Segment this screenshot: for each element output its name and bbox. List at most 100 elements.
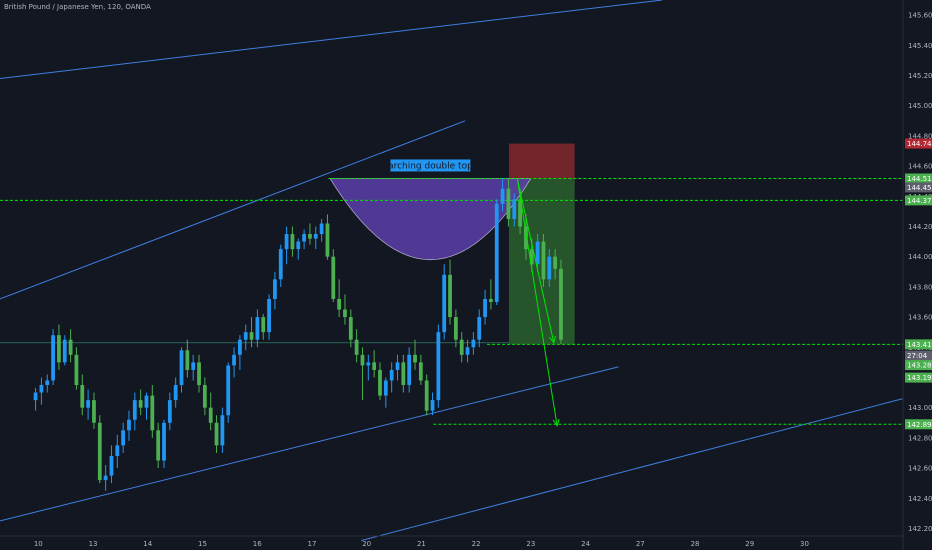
price-tick-label: 145.200 xyxy=(908,72,932,80)
candle-body xyxy=(418,362,423,381)
price-tag xyxy=(905,182,932,193)
candle-body xyxy=(156,430,161,461)
candle-body xyxy=(185,350,190,370)
trendline xyxy=(0,120,466,300)
candle-body xyxy=(39,385,44,393)
candle-body xyxy=(308,234,312,239)
price-tag xyxy=(905,372,932,383)
candle-body xyxy=(261,317,266,333)
price-tick-label: 142.600 xyxy=(908,465,932,473)
candle-body xyxy=(243,332,248,340)
candle-body xyxy=(407,354,412,386)
price-tick-label: 143.800 xyxy=(908,283,932,291)
candle-body xyxy=(465,347,470,355)
candle-body xyxy=(150,395,155,431)
time-tick-label: 13 xyxy=(89,540,98,548)
price-tag xyxy=(905,195,932,206)
price-tag-label: 144.373 xyxy=(907,197,932,205)
time-tick-label: 28 xyxy=(691,540,700,548)
price-tick-label: 145.600 xyxy=(908,12,932,20)
time-tick-label: 14 xyxy=(143,540,152,548)
arrow-head xyxy=(552,418,560,427)
candle-body xyxy=(220,415,225,446)
candle-body xyxy=(506,188,511,219)
candle-body xyxy=(162,422,166,461)
price-tick-label: 145.400 xyxy=(908,42,932,50)
time-axis[interactable]: 10 13 14 15 16 17 20 21 22 23 24 27 28 29 30 xyxy=(34,540,809,548)
candle-body xyxy=(331,256,336,299)
price-tag xyxy=(905,339,932,350)
candle-body xyxy=(197,362,201,386)
price-tick-label: 144.200 xyxy=(908,223,932,231)
candle-body xyxy=(255,317,260,340)
candle-body xyxy=(92,400,96,423)
candle-body xyxy=(430,400,435,411)
candle-body xyxy=(378,369,382,396)
price-tag xyxy=(905,138,932,149)
annotation-background xyxy=(390,159,471,172)
candle-body xyxy=(424,380,429,411)
candle-body xyxy=(267,298,271,333)
candle-body xyxy=(372,362,377,370)
candle-body xyxy=(477,317,482,340)
time-tick-label: 23 xyxy=(526,540,535,548)
time-tick-label: 16 xyxy=(253,540,262,548)
annotation[interactable]: arching double top xyxy=(388,159,473,172)
stop-loss-zone xyxy=(508,143,575,179)
price-tag xyxy=(905,419,932,430)
candle-body xyxy=(57,335,61,363)
candle-body xyxy=(453,317,458,340)
annotation-label: arching double top xyxy=(388,161,473,171)
price-tags: 144.749 144.518144.459 144.373 143.419 27:04… xyxy=(905,138,932,430)
candle-body xyxy=(45,380,50,386)
time-tick-label: 10 xyxy=(34,540,43,548)
candle-body xyxy=(524,226,528,250)
candle-body xyxy=(366,362,371,366)
time-tick-label: 27 xyxy=(636,540,645,548)
candle-body xyxy=(459,339,464,355)
time-tick-label: 15 xyxy=(198,540,207,548)
trendline xyxy=(361,398,904,542)
price-tick-label: 142.400 xyxy=(908,495,932,503)
candle-body xyxy=(278,249,283,280)
candle-body xyxy=(232,354,236,366)
candle-body xyxy=(237,339,242,355)
candle-body xyxy=(284,234,289,250)
candle-body xyxy=(483,298,487,318)
time-tick-label: 29 xyxy=(745,540,754,548)
candle-body xyxy=(360,354,365,366)
price-tag-label: 143.199 xyxy=(907,374,932,382)
time-tick-label: 17 xyxy=(307,540,316,548)
trendline xyxy=(0,366,619,522)
candle-body xyxy=(296,241,301,250)
candle-body xyxy=(471,339,476,348)
price-tick-label: 142.200 xyxy=(908,525,932,533)
candle-body xyxy=(413,354,417,363)
candle-body xyxy=(354,339,359,355)
candle-body xyxy=(51,335,55,381)
candle-body xyxy=(500,188,505,204)
trendline xyxy=(0,0,663,80)
candle-body xyxy=(226,365,231,416)
candle-body xyxy=(547,256,552,280)
time-tick-label: 22 xyxy=(472,540,481,548)
price-tick-label: 142.800 xyxy=(908,434,932,442)
candle-body xyxy=(97,422,102,481)
price-tick-label: 144.600 xyxy=(908,163,932,171)
candle-body xyxy=(173,385,178,401)
price-tag-label: 27:04 xyxy=(907,352,928,360)
candle-body xyxy=(62,339,67,363)
candle-body xyxy=(512,199,517,219)
candle-body xyxy=(290,234,295,250)
candle-body xyxy=(86,400,91,408)
candles xyxy=(33,178,563,491)
arrow-shaft xyxy=(516,178,558,426)
candle-body xyxy=(313,234,318,239)
candle-body xyxy=(33,392,38,401)
price-tag-label: 144.749 xyxy=(907,140,932,148)
candle-body xyxy=(109,455,114,476)
candle-body xyxy=(559,268,563,340)
candle-body xyxy=(167,400,172,423)
